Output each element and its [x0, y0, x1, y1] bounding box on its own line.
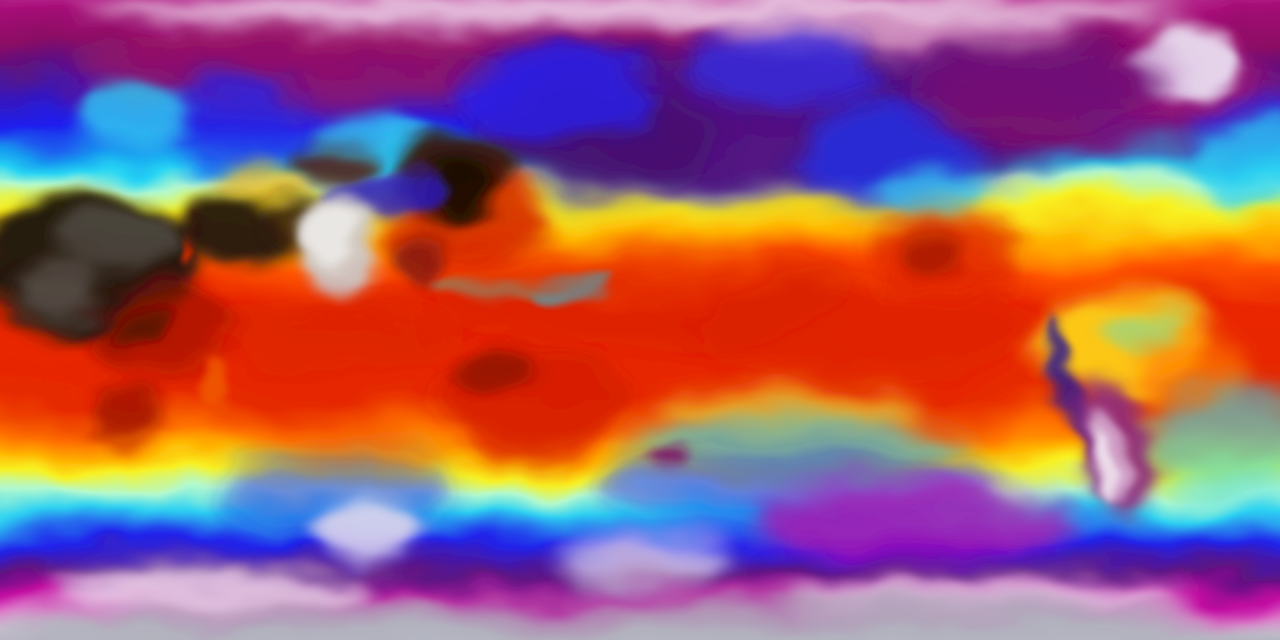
sahara-gray-sheen	[50, 208, 190, 272]
okhotsk-blue	[465, 50, 655, 140]
antarctic-gray-interior	[0, 593, 1280, 640]
canada-dark-purple	[910, 35, 1170, 135]
north-america-coast-cyan	[875, 165, 985, 215]
africa-maroon-spot	[110, 312, 170, 348]
indochina-maroon	[400, 234, 450, 290]
arabia-dark	[182, 198, 282, 266]
south-africa-dark-red	[96, 389, 168, 441]
scandinavia-cyan	[90, 82, 200, 148]
bering-blue	[685, 35, 875, 105]
sahara-gray-west	[15, 265, 105, 315]
south-pacific-magenta	[750, 485, 1070, 561]
arctic-pale-cap	[80, 0, 1200, 32]
southern-ocean-white-tongue-2	[555, 535, 735, 585]
europe-blue	[165, 77, 315, 173]
tropics-deep-red-indian	[220, 290, 460, 370]
tropics-deep-red-east	[690, 280, 1030, 380]
southern-ocean-white-tongue	[314, 500, 430, 564]
new-zealand-purple	[650, 453, 686, 477]
kazakhstan-dark-red	[293, 141, 377, 185]
mexico-dark-plateau	[892, 227, 972, 267]
east-asia-black-core	[425, 164, 485, 212]
amazon-cyan-speckle	[1102, 312, 1182, 348]
north-atlantic-cyan	[1200, 125, 1280, 205]
australia-dark-northwest	[450, 348, 540, 392]
india-white-core	[305, 204, 361, 260]
south-atlantic-cyan	[1150, 385, 1280, 495]
madagascar	[208, 363, 236, 413]
anatolia-amber	[220, 163, 310, 207]
patagonia-white-ridge	[1083, 428, 1111, 512]
